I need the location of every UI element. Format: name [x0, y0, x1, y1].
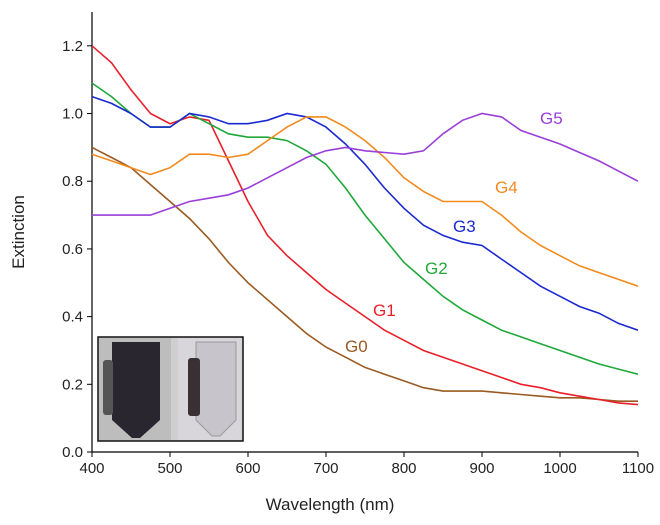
- x-tick-label: 700: [313, 460, 338, 477]
- series-line: [91, 146, 638, 402]
- series-line: [91, 45, 639, 406]
- y-tick-label: 0.0: [62, 444, 83, 461]
- series-label: G4: [495, 178, 518, 197]
- y-tick-label: 0.6: [62, 241, 83, 258]
- series-label: G3: [453, 217, 476, 236]
- series-line: [91, 95, 639, 331]
- x-tick-label: 600: [235, 460, 260, 477]
- y-axis-label: Extinction: [9, 195, 28, 269]
- x-tick-label: 900: [469, 460, 494, 477]
- x-tick-label: 800: [391, 460, 416, 477]
- x-tick-label: 500: [157, 460, 182, 477]
- x-tick-label: 1000: [543, 460, 576, 477]
- x-axis-label: Wavelength (nm): [266, 495, 395, 514]
- series-label: G0: [345, 337, 368, 356]
- x-tick-label: 400: [79, 460, 104, 477]
- x-tick-label: 1100: [622, 460, 654, 477]
- y-tick-label: 0.8: [62, 173, 83, 190]
- series-line: [91, 116, 639, 287]
- y-tick-label: 0.4: [62, 309, 83, 326]
- series-label: G5: [540, 109, 563, 128]
- y-tick-label: 1.2: [62, 38, 83, 55]
- series-label: G2: [425, 259, 448, 278]
- y-tick-label: 1.0: [62, 106, 83, 123]
- inset-photo: [97, 336, 244, 442]
- series-line: [92, 112, 639, 216]
- series-label: G1: [373, 301, 396, 320]
- y-tick-label: 0.2: [62, 376, 83, 393]
